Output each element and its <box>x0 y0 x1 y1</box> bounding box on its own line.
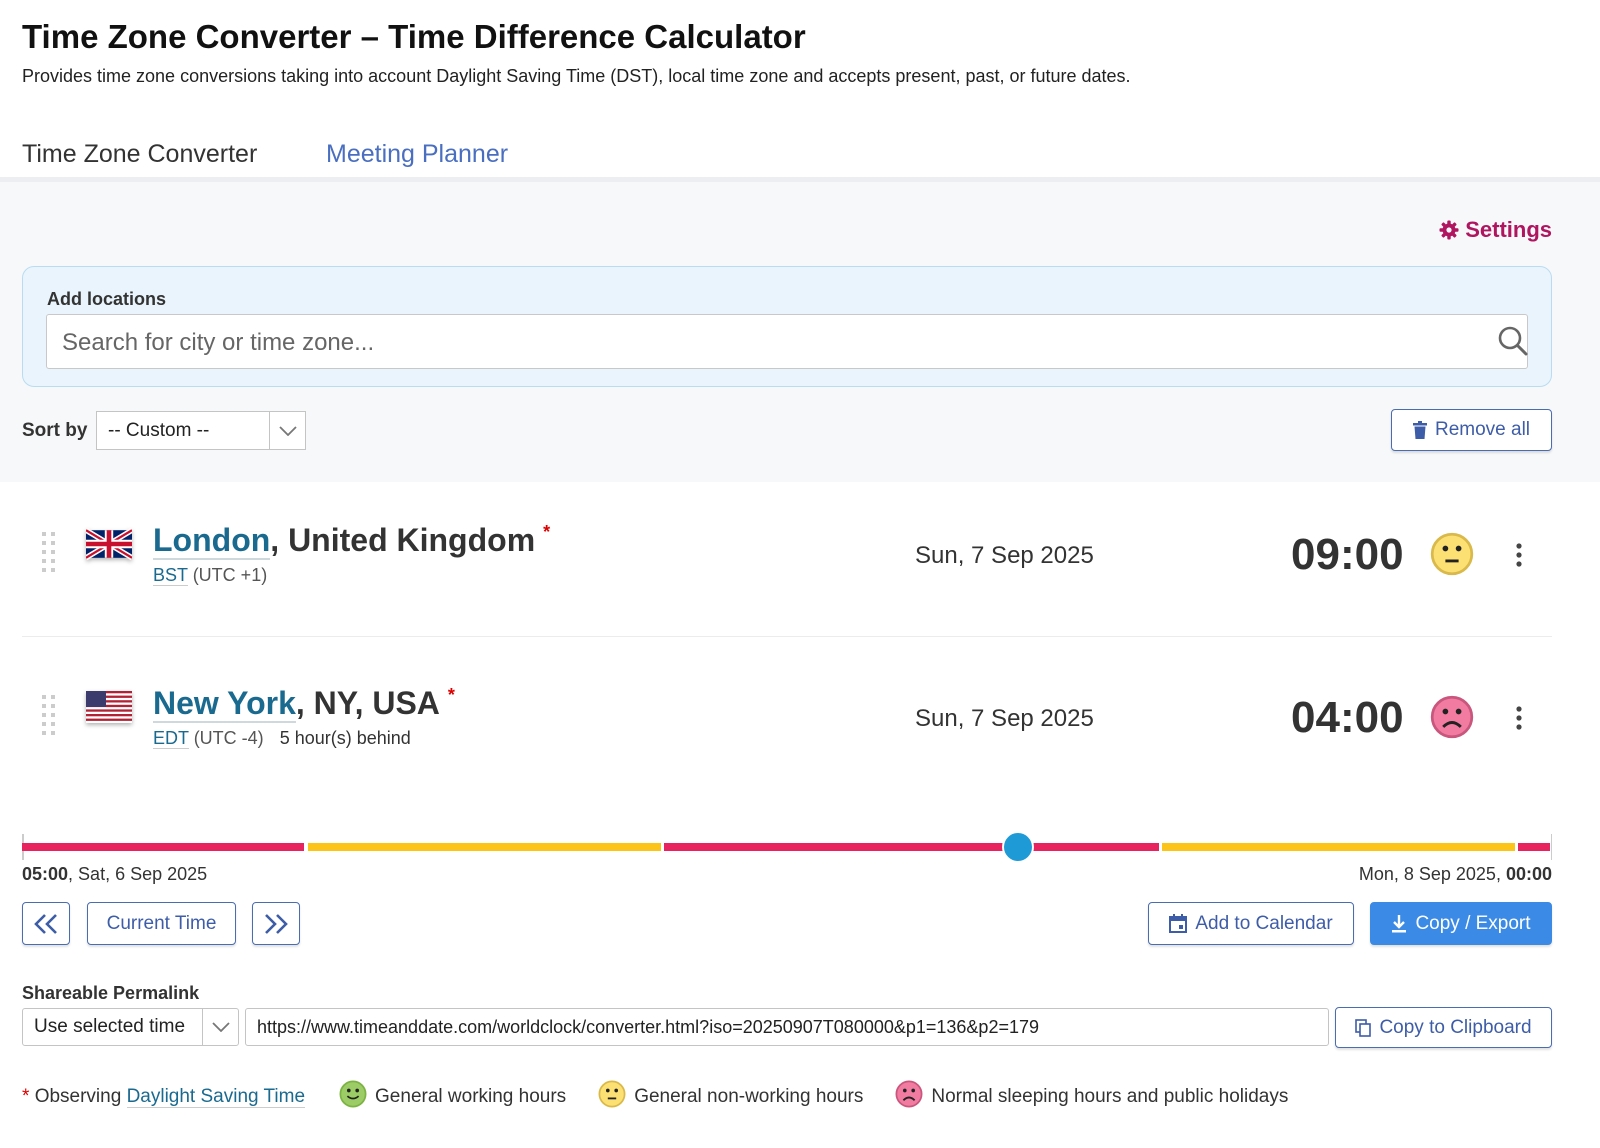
sort-select[interactable]: -- Custom -- <box>96 411 306 450</box>
drag-handle-icon[interactable] <box>40 695 58 739</box>
timezone-link[interactable]: EDT <box>153 728 189 749</box>
location-name: New York, NY, USA * <box>153 685 455 723</box>
location-region: , NY, USA <box>295 685 440 721</box>
search-input[interactable]: Search for city or time zone... <box>46 314 1528 369</box>
time-difference: 5 hour(s) behind <box>279 728 411 748</box>
add-to-calendar-button[interactable]: Add to Calendar <box>1148 902 1354 945</box>
double-chevron-left-icon <box>34 913 57 934</box>
timeline-start-time: 05:00 <box>22 864 69 884</box>
location-region: , United Kingdom <box>270 522 536 558</box>
utc-offset: (UTC -4) <box>188 728 264 748</box>
double-chevron-right-icon <box>265 913 288 934</box>
current-time-button[interactable]: Current Time <box>87 902 236 945</box>
trash-icon <box>1412 421 1427 439</box>
calendar-icon <box>1169 914 1188 933</box>
legend: * Observing Daylight Saving Time General… <box>22 1080 1288 1114</box>
add-locations-panel: Add locations Search for city or time zo… <box>22 266 1552 387</box>
timeline-segment-sleeping <box>663 843 1160 851</box>
settings-label: Settings <box>1465 217 1552 242</box>
page-title: Time Zone Converter – Time Difference Ca… <box>22 18 806 55</box>
gear-icon <box>1439 220 1459 240</box>
copy-export-label: Copy / Export <box>1415 912 1531 934</box>
timeline-end-time: 00:00 <box>1505 864 1552 884</box>
more-options-icon[interactable] <box>1512 705 1526 731</box>
utc-offset: (UTC +1) <box>187 565 268 585</box>
timeline-segment-sleeping <box>22 843 304 851</box>
timeline-segment-sleeping <box>1517 843 1551 851</box>
sad-face-icon <box>895 1080 923 1114</box>
legend-dst: * Observing Daylight Saving Time <box>22 1086 306 1108</box>
timeline-start-date: , Sat, 6 Sep 2025 <box>68 864 208 884</box>
download-icon <box>1392 914 1407 932</box>
legend-observing-text: Observing <box>34 1086 127 1107</box>
permalink-label: Shareable Permalink <box>22 983 200 1003</box>
copy-to-clipboard-label: Copy to Clipboard <box>1379 1016 1532 1038</box>
permalink-url-field[interactable]: https://www.timeanddate.com/worldclock/c… <box>245 1008 1329 1046</box>
add-locations-label: Add locations <box>47 289 167 309</box>
tab-divider <box>0 177 1600 182</box>
city-link[interactable]: London <box>153 522 271 560</box>
more-options-icon[interactable] <box>1512 542 1526 568</box>
copy-export-button[interactable]: Copy / Export <box>1370 902 1552 945</box>
next-day-button[interactable] <box>252 902 300 945</box>
timezone-link[interactable]: BST <box>153 565 188 586</box>
legend-sleeping: Normal sleeping hours and public holiday… <box>931 1086 1289 1107</box>
neutral-face-icon <box>1430 532 1474 581</box>
location-name: London, United Kingdom * <box>153 522 551 560</box>
chevron-down-icon <box>202 1009 238 1045</box>
drag-handle-icon[interactable] <box>40 532 58 576</box>
dst-star: * <box>543 522 551 542</box>
settings-button[interactable]: Settings <box>1439 217 1552 243</box>
location-time: 09:00 <box>1291 530 1404 579</box>
add-to-calendar-label: Add to Calendar <box>1195 912 1333 934</box>
previous-day-button[interactable] <box>22 902 70 945</box>
legend-nonworking: General non-working hours <box>634 1086 864 1107</box>
location-time: 04:00 <box>1291 693 1404 742</box>
timezone-info: EDT (UTC -4) 5 hour(s) behind <box>153 728 411 749</box>
timeline-segment-non-working <box>1162 843 1515 851</box>
page-subtitle: Provides time zone conversions taking in… <box>22 66 1131 86</box>
search-icon[interactable] <box>1497 325 1529 357</box>
dst-star: * <box>447 685 455 705</box>
permalink-mode-value: Use selected time <box>34 1016 186 1037</box>
tab-meeting-planner[interactable]: Meeting Planner <box>326 140 509 168</box>
chevron-down-icon <box>269 412 305 449</box>
timeline-end-date: Mon, 8 Sep 2025, <box>1358 864 1506 884</box>
us-flag-icon <box>86 691 132 728</box>
timeline-thumb[interactable] <box>1002 831 1035 863</box>
city-link[interactable]: New York <box>153 685 296 723</box>
timeline-end-label: Mon, 8 Sep 2025, 00:00 <box>1359 864 1552 885</box>
permalink-mode-select[interactable]: Use selected time <box>22 1008 239 1046</box>
row-divider <box>22 636 1552 637</box>
timeline-segment-non-working <box>308 843 661 851</box>
timeline-start-label: 05:00, Sat, 6 Sep 2025 <box>22 864 207 885</box>
location-date: Sun, 7 Sep 2025 <box>915 542 1094 569</box>
location-date: Sun, 7 Sep 2025 <box>915 705 1094 732</box>
neutral-face-icon <box>598 1080 626 1114</box>
remove-all-label: Remove all <box>1434 419 1531 440</box>
copy-to-clipboard-button[interactable]: Copy to Clipboard <box>1335 1007 1552 1048</box>
timezone-info: BST (UTC +1) <box>153 565 283 586</box>
copy-icon <box>1355 1018 1372 1037</box>
timeline-slider[interactable] <box>22 830 1552 864</box>
legend-working: General working hours <box>375 1086 567 1107</box>
remove-all-button[interactable]: Remove all <box>1391 409 1552 451</box>
timeline-end-tick <box>1550 834 1552 860</box>
dst-star: * <box>22 1086 30 1107</box>
sad-face-icon <box>1430 695 1474 744</box>
uk-flag-icon <box>84 527 134 565</box>
dst-link[interactable]: Daylight Saving Time <box>126 1086 306 1108</box>
happy-face-icon <box>339 1080 367 1114</box>
sort-value: -- Custom -- <box>108 419 210 441</box>
sort-by-label: Sort by <box>22 420 88 441</box>
